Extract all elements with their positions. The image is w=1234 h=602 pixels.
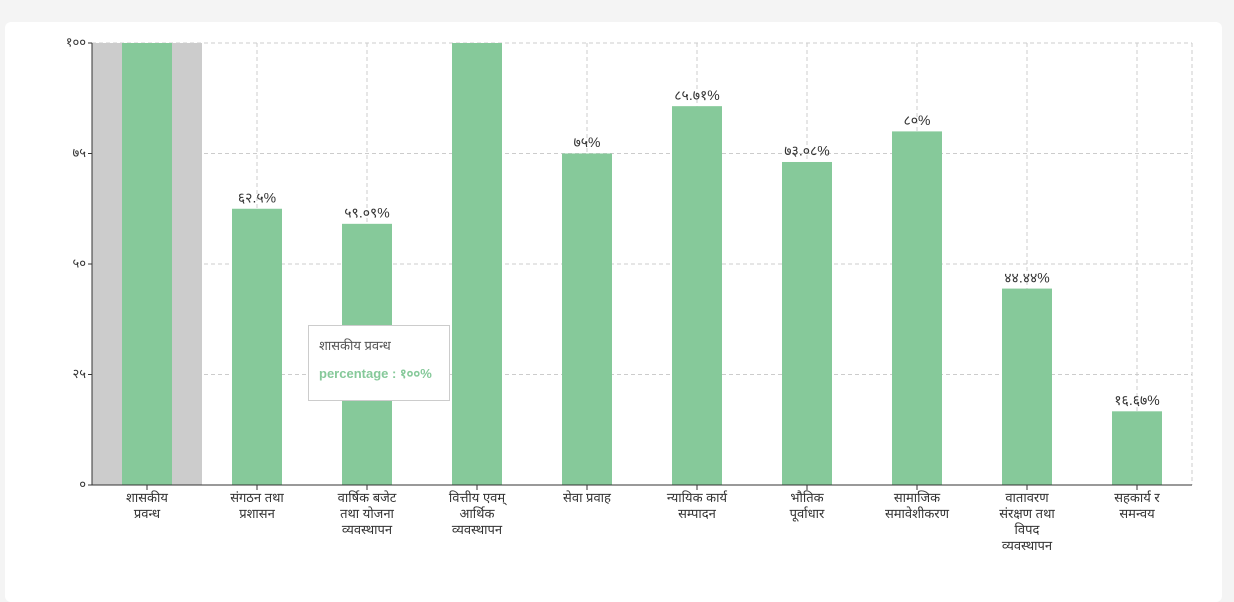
bar [1002,288,1052,485]
tooltip: शासकीय प्रवन्ध percentage : १००% [308,325,450,401]
x-tick-label: वातावरण संरक्षण तथा विपद व्यवस्थापन [999,490,1055,553]
tooltip-text: percentage : १००% [319,366,432,381]
value-label: ७५% [573,134,600,150]
bar [122,43,172,485]
bar [1112,411,1162,485]
chart: ० २५ ५० ७५ १०० ६२.५% ५९.०९% ७५% ८५.७१% ७३.०८% ८०% ४… [66,34,1193,491]
y-tick-label: ७५ [72,145,86,160]
x-tick-label: सेवा प्रवाह [563,490,611,505]
bar [782,161,832,486]
bar [562,153,612,485]
x-tick-label: न्यायिक कार्य सम्पादन [666,490,728,521]
x-tick-label: सामाजिक समावेशीकरण [884,490,950,521]
x-tick-label: संगठन तथा प्रशासन [230,490,284,521]
y-tick-label: ० [79,476,86,491]
x-tick-label: वित्तीय एवम् आर्थिक व्यवस्थापन [448,490,506,537]
tooltip-title: शासकीय प्रवन्ध [319,338,391,353]
y-tick-label: २५ [72,366,86,381]
bar [232,208,282,485]
value-label: ८०% [903,112,930,128]
x-tick-label: सहकार्य र समन्वय [1114,490,1160,521]
value-label: ७३.०८% [784,143,829,159]
bar [672,106,722,485]
value-label: ४४.४४% [1004,269,1049,285]
x-tick-label: भौतिक पूर्वाधार [789,490,825,521]
value-label: ८५.७१% [674,87,719,103]
value-label: ५९.०९% [344,205,389,221]
x-tick-label: वार्षिक बजेट तथा योजना व्यवस्थापन [337,490,397,537]
page: ० २५ ५० ७५ १०० ६२.५% ५९.०९% ७५% ८५.७१% ७३.०८% ८०% ४… [5,22,1222,602]
y-tick-label: ५० [72,255,86,270]
value-label: १६.६७% [1114,392,1159,408]
value-label: ६२.५% [238,189,276,205]
y-tick-label: १०० [66,34,86,49]
bar [892,131,942,485]
x-tick-label: शासकीय प्रवन्ध [126,490,168,521]
bar [452,43,502,485]
